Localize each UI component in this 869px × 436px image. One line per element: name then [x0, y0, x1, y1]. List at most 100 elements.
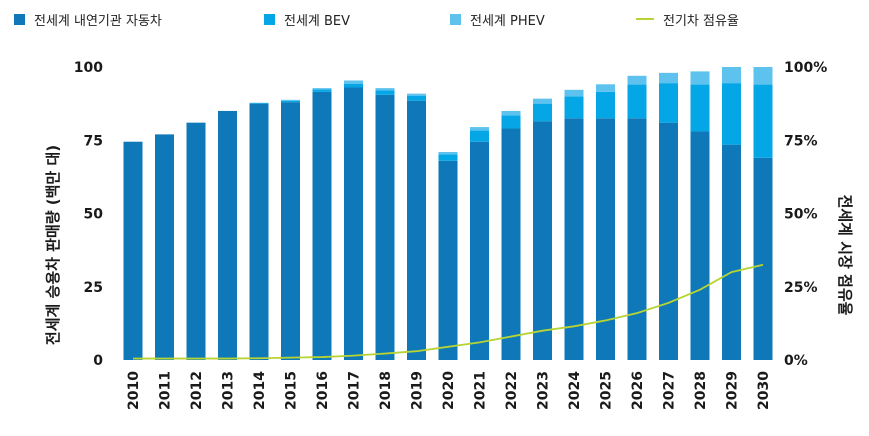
- legend-swatch-ice: [14, 13, 25, 25]
- x-tick-label: 2024: [567, 371, 583, 410]
- bar-phev: [375, 88, 395, 91]
- right-tick-label: 100%: [784, 60, 827, 76]
- x-tick-label: 2016: [315, 371, 331, 410]
- bar-bev: [533, 103, 552, 122]
- x-tick-label: 2029: [725, 371, 741, 410]
- bar-ice: [659, 122, 678, 360]
- bar-ice: [186, 122, 206, 360]
- legend-swatch-bev: [264, 13, 275, 25]
- bar-bev: [564, 96, 584, 119]
- x-tick-label: 2022: [504, 371, 520, 410]
- left-tick-label: 0: [93, 353, 103, 369]
- left-tick-label: 50: [84, 207, 104, 223]
- bar-phev: [533, 98, 552, 104]
- legend-line-share: [636, 18, 654, 20]
- bar-group: [123, 67, 773, 361]
- x-tick-label: 2010: [126, 371, 142, 410]
- bar-phev: [407, 93, 426, 96]
- bar-bev: [722, 83, 741, 145]
- bar-ice: [344, 87, 363, 360]
- bar-phev: [281, 99, 300, 101]
- bar-phev: [438, 151, 458, 155]
- legend-item-bev: 전세계 BEV: [264, 8, 350, 30]
- bar-ice: [722, 144, 741, 360]
- bar-bev: [627, 84, 647, 119]
- bar-ice: [375, 94, 395, 360]
- bar-ice: [753, 157, 773, 360]
- x-tick-label: 2012: [189, 371, 205, 410]
- left-axis-title: 전세계 승용차 판매량 (백만 대): [44, 145, 62, 345]
- x-tick-label: 2023: [536, 371, 552, 410]
- bar-bev: [659, 83, 678, 123]
- bar-ice: [564, 118, 584, 360]
- bar-bev: [753, 84, 773, 158]
- right-axis: 0% 25% 50% 75% 100%: [784, 60, 827, 369]
- bar-bev: [438, 154, 458, 161]
- left-tick-label: 75: [84, 133, 103, 149]
- x-tick-label: 2015: [284, 371, 300, 410]
- bar-phev: [596, 84, 615, 92]
- x-axis: 2010 2011 2012 2013 2014 2015 2016 2017 2018 2019…: [126, 371, 772, 410]
- x-tick-label: 2025: [599, 371, 615, 410]
- x-tick-label: 2026: [630, 371, 646, 410]
- bar-ice: [281, 102, 300, 360]
- bar-bev: [281, 100, 300, 103]
- bar-ice: [501, 128, 521, 360]
- left-tick-label: 100: [74, 60, 103, 76]
- left-tick-label: 25: [84, 280, 103, 296]
- bar-phev: [564, 89, 584, 97]
- x-tick-label: 2011: [158, 371, 174, 410]
- legend-item-share: 전기차 점유율: [636, 8, 739, 30]
- bar-ice: [155, 134, 174, 360]
- bar-ice: [312, 91, 332, 361]
- x-tick-label: 2027: [662, 371, 678, 410]
- x-tick-label: 2017: [347, 371, 363, 410]
- legend-swatch-phev: [450, 13, 461, 25]
- bar-bev: [470, 130, 489, 142]
- left-axis: 0 25 50 75 100: [74, 60, 103, 369]
- x-tick-label: 2019: [410, 371, 426, 410]
- legend-label-ice: 전세계 내연기관 자동차: [34, 13, 162, 29]
- x-tick-label: 2021: [473, 371, 489, 410]
- bar-ice: [470, 141, 489, 360]
- bar-bev: [596, 91, 615, 119]
- x-tick-label: 2028: [693, 371, 709, 410]
- bar-bev: [344, 83, 363, 88]
- right-tick-label: 25%: [784, 280, 818, 296]
- bar-ice: [533, 121, 552, 361]
- bar-bev: [501, 115, 521, 129]
- legend-label-share: 전기차 점유율: [663, 13, 739, 29]
- bar-phev: [501, 110, 521, 116]
- share-line: [133, 263, 764, 360]
- bar-phev: [659, 72, 678, 84]
- right-axis-title: 전세계 시장 점유율: [836, 195, 854, 316]
- x-tick-label: 2020: [441, 371, 457, 410]
- right-tick-label: 50%: [784, 207, 818, 223]
- bar-phev: [722, 67, 741, 84]
- bar-ice: [438, 160, 458, 360]
- right-tick-label: 75%: [784, 133, 818, 149]
- legend-item-phev: 전세계 PHEV: [450, 8, 545, 30]
- right-tick-label: 0%: [784, 353, 808, 369]
- x-tick-label: 2018: [378, 371, 394, 410]
- bar-ice: [123, 141, 143, 360]
- bar-ice: [407, 100, 426, 360]
- bar-ice: [627, 118, 647, 360]
- bar-ice: [596, 118, 615, 360]
- bar-phev: [690, 71, 710, 85]
- x-tick-label: 2030: [756, 371, 772, 410]
- x-tick-label: 2014: [252, 371, 268, 410]
- legend-item-ice: 전세계 내연기관 자동차: [14, 8, 162, 30]
- bar-bev: [312, 89, 332, 92]
- bar-ice: [690, 131, 710, 360]
- bar-ice: [218, 110, 237, 360]
- bar-bev: [375, 90, 395, 95]
- bar-bev: [690, 84, 710, 132]
- share-line-group: [133, 263, 764, 360]
- bar-bev: [249, 103, 269, 104]
- bar-phev: [753, 67, 773, 85]
- legend-label-bev: 전세계 BEV: [284, 13, 351, 29]
- bar-bev: [407, 96, 426, 101]
- legend-label-phev: 전세계 PHEV: [470, 13, 545, 29]
